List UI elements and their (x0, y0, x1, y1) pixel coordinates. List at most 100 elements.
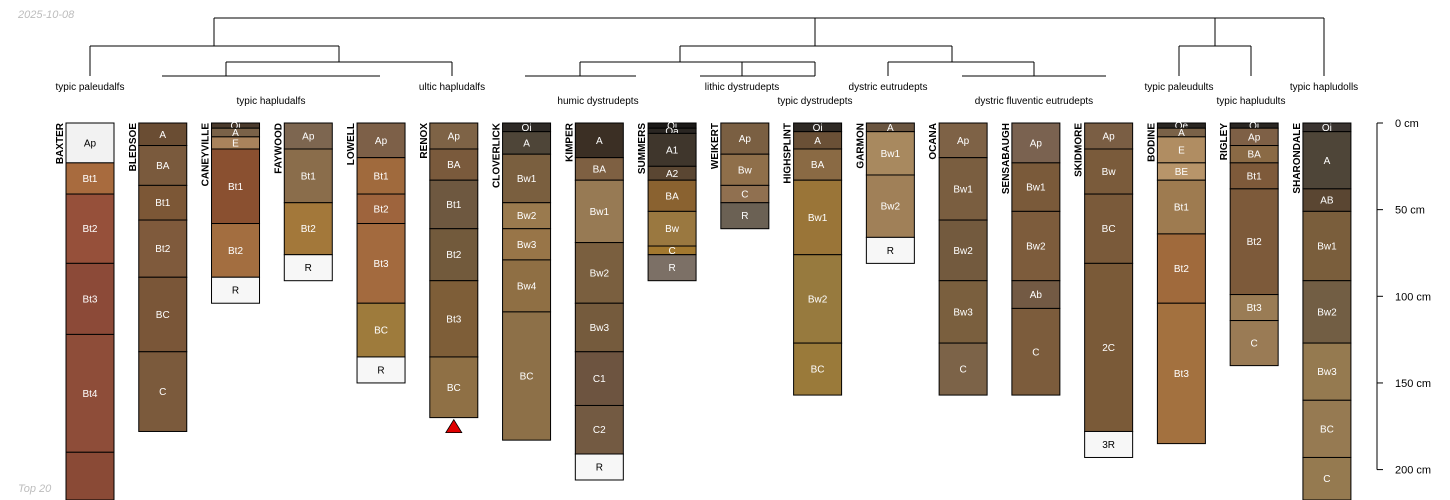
horizon-block (938, 122, 988, 159)
horizon-label: E (1178, 145, 1185, 156)
depth-axis-tick-label: 150 cm (1395, 378, 1431, 390)
horizon-label: Bt1 (301, 171, 316, 182)
horizon-label: Bw2 (1026, 242, 1046, 253)
horizon-block (574, 122, 624, 159)
horizon-label: Bw1 (590, 207, 610, 218)
horizon-label: Bt1 (446, 200, 461, 211)
horizon-block (502, 202, 552, 230)
horizon-block (574, 404, 624, 455)
horizon-label: Bt1 (155, 198, 170, 209)
horizon-label: Bt1 (82, 174, 97, 185)
horizon-block (138, 145, 188, 186)
dendrogram-eutrudepts-branch (887, 61, 1106, 77)
horizon-block (356, 157, 406, 195)
dendrogram-alfisols-branch (89, 45, 340, 76)
horizon-label: Bw (738, 165, 753, 176)
horizon-label: R (741, 211, 748, 222)
horizon-block (1084, 148, 1134, 195)
horizon-label: Bw1 (517, 174, 537, 185)
horizon-block (938, 280, 988, 344)
horizon-label: C (1251, 339, 1258, 350)
profile-name: BAXTER (55, 122, 66, 164)
horizon-label: Bt3 (374, 259, 389, 270)
horizon-block (429, 228, 479, 282)
horizon-block (793, 179, 843, 256)
depth-axis-tick-label: 100 cm (1395, 291, 1431, 303)
horizon-label: C (668, 246, 675, 257)
horizon-label: Oi (231, 121, 241, 132)
horizon-block (429, 280, 479, 358)
profile-name: CANEYVILLE (201, 123, 212, 187)
horizon-label: Oi (522, 123, 532, 134)
profile-lowell: Ap Bt1 Bt2 Bt3 BC R LOWELL (346, 122, 406, 384)
horizon-label: R (887, 246, 894, 257)
horizon-label: Bw2 (953, 246, 973, 257)
horizon-label: Bw2 (1317, 307, 1337, 318)
horizon-label: C (159, 387, 166, 398)
horizon-label: Bw2 (590, 268, 610, 279)
horizon-label: Bw1 (881, 149, 901, 160)
profile-bledsoe: A BA Bt1 Bt2 BC C BLEDSOE (128, 122, 188, 432)
horizon-label: C2 (593, 425, 606, 436)
horizon-block (574, 351, 624, 406)
horizon-block (356, 356, 406, 384)
horizon-label: Bw1 (1317, 242, 1337, 253)
horizon-label: A (523, 138, 530, 149)
dendrogram-alfisols-sub-branch (225, 61, 453, 76)
taxonomy-label: typic paleudalfs (56, 82, 125, 93)
horizon-block (1084, 193, 1134, 264)
horizon-label: Bt2 (82, 224, 97, 235)
horizon-label: Bt2 (1247, 237, 1262, 248)
horizon-label: BA (1247, 150, 1261, 161)
horizon-block (574, 302, 624, 353)
dendrogram (89, 17, 1325, 77)
footer-note: Top 20 (18, 483, 52, 495)
horizon-label: BC (447, 383, 461, 394)
horizon-label: Bt2 (1174, 264, 1189, 275)
horizon-block (65, 262, 115, 335)
horizon-block (720, 153, 770, 186)
horizon-block (720, 202, 770, 230)
horizon-label: BC (374, 326, 388, 337)
profile-skidmore: Ap Bw BC 2C 3R SKIDMORE (1074, 122, 1134, 458)
horizon-label: Oi (667, 121, 677, 132)
horizon-block (1156, 136, 1206, 164)
horizon-block (356, 193, 406, 225)
profile-name: HIGHSPLINT (783, 123, 794, 184)
horizon-block (283, 122, 333, 150)
horizon-label: Oi (1249, 121, 1259, 132)
profile-name: RIGLEY (1219, 123, 1230, 161)
horizon-label: Ap (375, 136, 388, 147)
horizon-label: Bw3 (1317, 367, 1337, 378)
horizon-label: BC (1102, 224, 1116, 235)
horizon-label: Ap (1103, 131, 1116, 142)
horizon-block (647, 254, 697, 282)
horizon-label: BA (665, 191, 679, 202)
horizon-block (647, 210, 697, 247)
horizon-label: Bw (1102, 167, 1117, 178)
horizon-label: BA (811, 160, 825, 171)
horizon-label: Bt1 (1247, 171, 1262, 182)
horizon-block (938, 157, 988, 221)
horizon-label: Ap (302, 131, 315, 142)
profile-cloverlick: Oi A Bw1 Bw2 Bw3 Bw4 BC CLOVERLICK (492, 122, 552, 441)
horizon-label: BC (520, 372, 534, 383)
horizon-label: Bw (665, 224, 680, 235)
horizon-block (429, 356, 479, 419)
horizon-block (793, 254, 843, 344)
horizon-label: Bt3 (446, 314, 461, 325)
horizon-block (1084, 430, 1134, 458)
horizon-block (138, 351, 188, 432)
depth-axis-tick-label: 50 cm (1395, 205, 1425, 217)
horizon-label: Bt1 (374, 171, 389, 182)
horizon-block (1011, 307, 1061, 396)
horizon-block (938, 219, 988, 282)
horizon-block (1302, 342, 1352, 401)
horizon-block (65, 333, 115, 453)
horizon-label: C (1032, 347, 1039, 358)
horizon-label: Bw1 (953, 184, 973, 195)
horizon-label: Oe (1175, 121, 1189, 132)
horizon-label: A2 (666, 169, 679, 180)
horizon-block (138, 219, 188, 278)
